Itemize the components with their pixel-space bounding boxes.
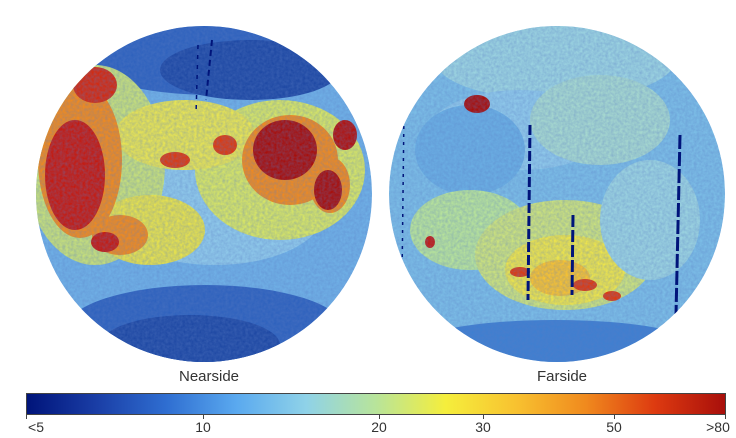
colorbar-tick-label: 30 <box>475 419 491 435</box>
nearside-label: Nearside <box>178 368 240 385</box>
colorbar-tick-label: 50 <box>606 419 622 435</box>
colorbar <box>26 393 726 415</box>
colorbar-tick <box>26 415 27 419</box>
colorbar-tick <box>483 415 484 419</box>
colorbar-tick-label: 20 <box>371 419 387 435</box>
colorbar-tick-label: <5 <box>28 419 44 435</box>
colorbar-tick <box>725 415 726 419</box>
farside-label: Farside <box>536 368 588 385</box>
colorbar-tick-label: 10 <box>195 419 211 435</box>
colorbar-tick <box>379 415 380 419</box>
colorbar-tick <box>203 415 204 419</box>
colorbar-tick-label: >80 <box>706 419 730 435</box>
colorbar-tick <box>614 415 615 419</box>
